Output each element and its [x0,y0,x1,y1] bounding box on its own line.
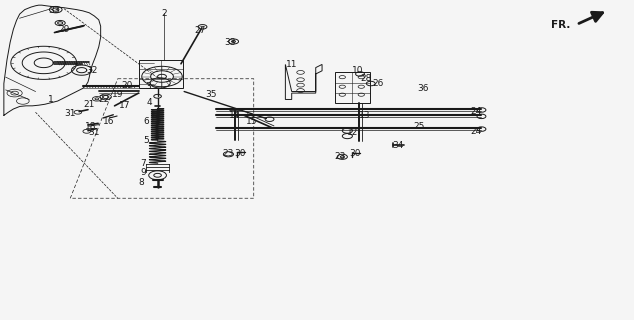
Text: 22: 22 [98,95,110,104]
Text: 20: 20 [122,81,133,90]
Bar [335,72,370,103]
Text: 30: 30 [234,149,245,158]
Text: 9: 9 [140,168,146,177]
Text: 3: 3 [145,82,151,91]
Text: 8: 8 [138,178,144,187]
Text: 25: 25 [414,122,425,131]
Text: FR.: FR. [551,20,570,29]
Text: 6: 6 [143,117,149,126]
Text: 11: 11 [286,60,297,69]
Text: 36: 36 [418,84,429,93]
Text: 12: 12 [347,128,359,137]
Text: 35: 35 [205,90,216,99]
Text: 32: 32 [87,66,98,75]
Text: 13: 13 [359,111,370,120]
Text: 17: 17 [119,101,131,110]
Text: 28: 28 [361,74,372,83]
Text: 10: 10 [352,66,363,75]
Text: 23: 23 [223,149,234,158]
Text: 26: 26 [372,79,384,88]
Text: 18: 18 [86,122,97,131]
Text: 24: 24 [471,107,482,116]
Text: 5: 5 [143,136,149,145]
Text: 15: 15 [245,117,257,126]
Bar [139,60,183,88]
Text: 16: 16 [103,116,114,126]
Text: 34: 34 [392,141,404,150]
Text: 30: 30 [349,149,361,158]
Text: 31: 31 [65,109,76,118]
Text: 24: 24 [471,127,482,136]
Text: 4: 4 [146,98,152,107]
Text: 23: 23 [335,152,346,161]
Text: 33: 33 [48,6,60,15]
Text: 1: 1 [48,95,54,104]
Text: 21: 21 [84,100,95,109]
Text: 27: 27 [194,27,205,36]
Text: 33: 33 [224,38,235,47]
Text: 2: 2 [161,9,167,18]
Text: 14: 14 [229,111,240,120]
Text: 31: 31 [89,128,100,137]
Text: 19: 19 [112,90,124,99]
Text: 7: 7 [140,159,146,168]
Text: 29: 29 [58,25,70,34]
